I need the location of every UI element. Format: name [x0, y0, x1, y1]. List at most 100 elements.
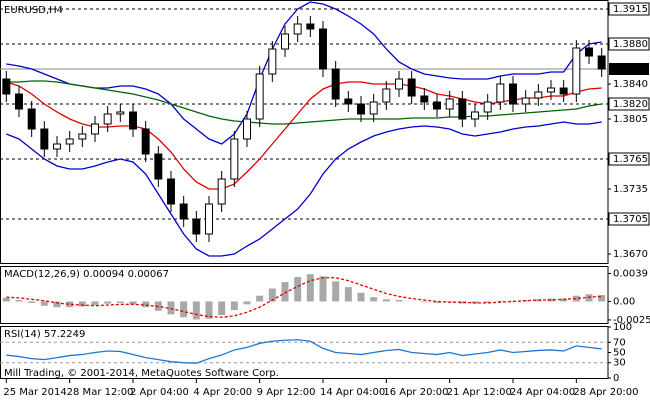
- candle-body: [483, 101, 492, 113]
- candle-body: [2, 78, 11, 95]
- indicator-line: [6, 1, 602, 145]
- candle-body: [268, 48, 277, 75]
- y-tick-label: 100: [613, 322, 632, 333]
- level-label: 1.3915: [613, 4, 648, 15]
- candle-body: [65, 138, 74, 145]
- macd-bar: [91, 301, 99, 306]
- macd-bar: [560, 298, 568, 302]
- candle-body: [458, 98, 467, 120]
- macd-signal: [6, 277, 602, 318]
- macd-bar: [357, 292, 365, 302]
- candle-body: [27, 108, 36, 130]
- macd-bar: [433, 301, 441, 303]
- candle-body: [103, 113, 112, 125]
- x-tick-label: 4 Apr 20:00: [193, 387, 252, 398]
- indicator-line: [6, 80, 602, 125]
- candle-body: [167, 178, 175, 205]
- candle-body: [40, 128, 49, 150]
- rsi-panel: [0, 326, 609, 379]
- macd-bar: [53, 301, 61, 308]
- candle-body: [420, 95, 429, 103]
- candle-body: [319, 28, 327, 70]
- macd-bar: [218, 301, 226, 316]
- candle-body: [534, 91, 543, 99]
- candle-body: [116, 111, 125, 115]
- macd-bar: [142, 301, 150, 308]
- candle-body: [306, 23, 315, 30]
- candle-body: [496, 83, 505, 103]
- macd-bar: [420, 301, 428, 303]
- candle-body: [344, 98, 353, 105]
- candle-body: [129, 111, 137, 130]
- candle-body: [572, 47, 581, 95]
- candle-body: [433, 101, 441, 110]
- macd-bar: [332, 281, 340, 302]
- candle-body: [230, 138, 239, 180]
- level-box: [608, 37, 650, 51]
- macd-bar: [509, 300, 517, 302]
- macd-bar: [40, 301, 48, 306]
- macd-bar: [2, 297, 10, 302]
- candle-body: [547, 87, 555, 93]
- macd-bar: [243, 301, 251, 305]
- candle-body: [445, 98, 454, 110]
- y-tick-label: 70: [613, 337, 626, 348]
- x-tick-label: 2 Apr 04:00: [130, 387, 189, 398]
- y-tick-label: 0.00: [613, 296, 635, 307]
- macd-bar: [294, 277, 302, 302]
- macd-bar: [78, 301, 86, 307]
- macd-bar: [458, 301, 466, 304]
- x-tick-label: 9 Apr 12:00: [257, 387, 316, 398]
- candle-body: [192, 218, 201, 235]
- level-label: 1.3880: [613, 39, 648, 50]
- y-tick-label: 1.3735: [613, 184, 648, 195]
- candle-body: [141, 128, 150, 155]
- candle-body: [369, 101, 378, 115]
- x-tick-label: 14 Apr 04:00: [320, 387, 385, 398]
- macd-bar: [167, 301, 175, 315]
- level-label: 1.3765: [613, 154, 648, 165]
- candle-body: [78, 133, 87, 140]
- macd-bar: [598, 295, 606, 302]
- y-tick-label: 0: [613, 373, 619, 384]
- macd-bar: [192, 301, 200, 320]
- candle-body: [243, 118, 251, 140]
- macd-bar: [268, 288, 276, 302]
- current-price-box: [609, 63, 649, 75]
- candle-body: [382, 88, 391, 103]
- candle-body: [281, 33, 289, 50]
- candle-body: [395, 78, 403, 90]
- x-tick-label: 16 Apr 20:00: [383, 387, 448, 398]
- level-box: [608, 97, 650, 111]
- candle-body: [559, 87, 568, 95]
- current-price-label: 1.3855: [613, 64, 648, 75]
- macd-bar: [116, 301, 124, 303]
- candle-body: [521, 97, 530, 105]
- candle-body: [154, 153, 163, 180]
- candle-body: [585, 47, 593, 57]
- macd-bar: [205, 301, 213, 319]
- x-tick-label: 24 Apr 04:00: [510, 387, 575, 398]
- macd-bar: [585, 294, 593, 302]
- candle-body: [15, 93, 23, 110]
- macd-bar: [395, 300, 403, 302]
- y-tick-label: 30: [613, 358, 626, 369]
- candle-body: [509, 83, 517, 105]
- macd-bar: [496, 300, 504, 302]
- y-tick-label: 1.3670: [613, 249, 648, 260]
- macd-bar: [319, 276, 327, 302]
- macd-bar: [15, 300, 23, 302]
- candle-body: [597, 55, 606, 70]
- candle-body: [471, 111, 479, 120]
- macd-bar: [306, 274, 314, 302]
- level-box: [608, 212, 650, 226]
- y-tick-label: 1.3805: [613, 114, 648, 125]
- x-tick-label: 21 Apr 12:00: [447, 387, 512, 398]
- macd-bar: [344, 287, 352, 302]
- macd-bar: [572, 295, 580, 302]
- candle-body: [293, 23, 302, 35]
- macd-bar: [129, 301, 137, 305]
- macd-bar: [104, 301, 112, 304]
- rsi-title: RSI(14) 57.2249: [4, 329, 85, 340]
